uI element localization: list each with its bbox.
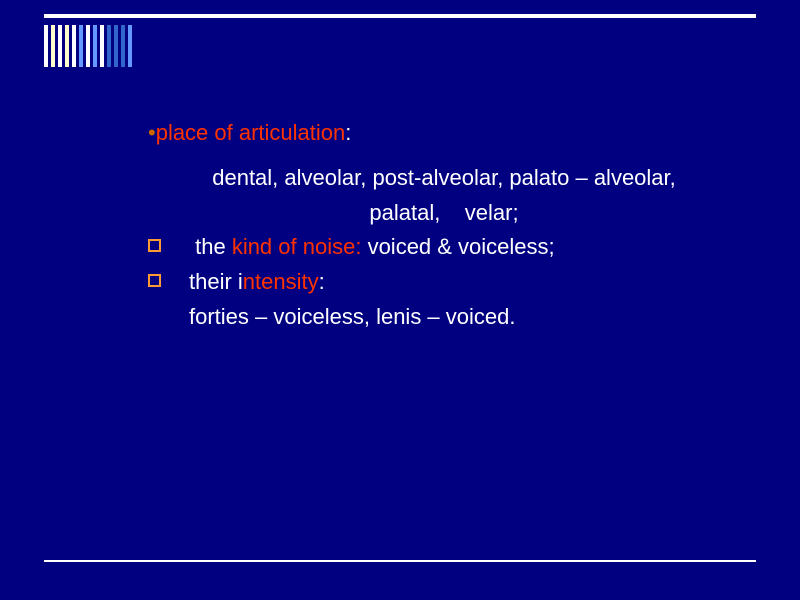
line-1: dental, alveolar, post-alveolar, palato …: [148, 163, 740, 194]
line-2: palatal, velar;: [148, 198, 740, 229]
heading-line: •place of articulation:: [148, 118, 740, 149]
stripe: [121, 25, 125, 67]
heading-colon: :: [345, 120, 351, 145]
bullet-item-2: their intensity:: [148, 267, 740, 298]
stripe: [79, 25, 83, 67]
stripe: [114, 25, 118, 67]
bullet-item-1: the kind of noise: voiced & voiceless;: [148, 232, 740, 263]
stripe: [58, 25, 62, 67]
item2-text: their intensity:: [189, 267, 325, 298]
heading-text: place of articulation: [156, 120, 346, 145]
item1-text: the kind of noise: voiced & voiceless;: [189, 232, 555, 263]
stripe: [51, 25, 55, 67]
stripe: [72, 25, 76, 67]
bottom-border: [44, 560, 756, 562]
top-border: [44, 14, 756, 18]
stripe: [128, 25, 132, 67]
stripe: [65, 25, 69, 67]
stripe: [93, 25, 97, 67]
line-3: forties – voiceless, lenis – voiced.: [189, 302, 740, 333]
square-bullet-icon: [148, 239, 161, 252]
slide-content: •place of articulation: dental, alveolar…: [148, 118, 740, 333]
stripe: [100, 25, 104, 67]
bullet-dot: •: [148, 120, 156, 145]
stripe: [107, 25, 111, 67]
stripe: [44, 25, 48, 67]
stripe: [86, 25, 90, 67]
square-bullet-icon: [148, 274, 161, 287]
decorative-stripes: [44, 25, 132, 67]
body-text: dental, alveolar, post-alveolar, palato …: [148, 163, 740, 333]
